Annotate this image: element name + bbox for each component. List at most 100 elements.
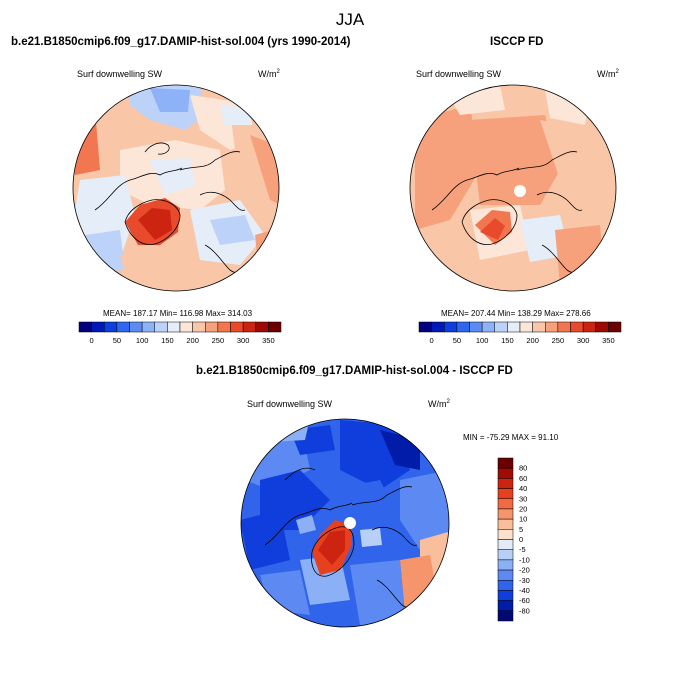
panel1-colorbar-swatch [217, 321, 231, 333]
figure-suptitle: JJA [335, 10, 365, 29]
panel1-colorbar-swatch [242, 321, 256, 333]
panel2-stats: MEAN= 207.44 Min= 138.29 Max= 278.66 [441, 309, 591, 318]
panel1-colorbar-swatch [268, 321, 282, 333]
panel3-colorbar-swatch [497, 457, 514, 469]
panel1-colorbar-swatch [255, 321, 269, 333]
panel3-colorbar-swatch [497, 590, 514, 601]
panel2-colorbar-tick-label: 250 [552, 336, 565, 345]
panel2-colorbar-swatch [557, 321, 571, 333]
panel3-colorbar-swatch [497, 610, 514, 622]
panel3-title: b.e21.B1850cmip6.f09_g17.DAMIP-hist-sol.… [196, 365, 513, 377]
panel1-colorbar-tick-label: 150 [161, 336, 174, 345]
panel3-units-exp: 2 [446, 399, 450, 405]
panel1-colorbar-swatch [91, 321, 105, 333]
panel2-colorbar: 0 50 100 150 200 250 300 350 [418, 321, 622, 345]
panel3-colorbar-tick-label: 10 [519, 515, 527, 524]
panel1-colorbar-tick-label: 0 [90, 336, 94, 345]
panel2-colorbar-swatch [582, 321, 596, 333]
panel2-colorbar-swatch [519, 321, 533, 333]
panel2-colorbar-swatch [545, 321, 559, 333]
panel2-colorbar-swatch [444, 321, 458, 333]
panel2-colorbar-swatch [507, 321, 521, 333]
panel1-colorbar-swatch [179, 321, 193, 333]
panel1-colorbar-tick-label: 200 [186, 336, 199, 345]
panel1-colorbar-swatch [154, 321, 168, 333]
panel3-colorbar-tick-label: -30 [519, 576, 530, 585]
panel3-colorbar-swatch [497, 467, 514, 479]
panel3-colorbar-tick-label: 40 [519, 484, 527, 493]
panel3-colorbar-swatch [497, 580, 514, 591]
panel3-colorbar-swatch [497, 549, 514, 561]
panel2-colorbar-swatch [431, 321, 445, 333]
panel3-colorbar-tick-label: 30 [519, 494, 527, 503]
panel2-map-border [409, 84, 617, 292]
panel3-map-border [240, 418, 450, 628]
panel3-colorbar-swatch [497, 488, 514, 499]
panel2-colorbar-tick-label: 350 [602, 336, 615, 345]
panel3-colorbar-tick-label: 0 [519, 535, 523, 544]
panel1-units: W/m2 [258, 69, 280, 79]
panel3-colorbar-tick-label: 20 [519, 504, 527, 513]
panel1-stats: MEAN= 187.17 Min= 116.98 Max= 314.03 [103, 309, 253, 318]
panel3-colorbar-swatch [497, 529, 514, 540]
panel1-units-exp: 2 [276, 69, 280, 75]
panel3-map [241, 419, 449, 627]
panel3-units: W/m2 [428, 399, 450, 409]
panel2-colorbar-tick-label: 300 [577, 336, 590, 345]
panel2-colorbar-swatch [418, 321, 432, 333]
panel3-colorbar-tick-label: -80 [519, 606, 530, 615]
panel1-colorbar-swatch [167, 321, 181, 333]
panel2-colorbar-swatch [570, 321, 584, 333]
panel2-colorbar-swatch [469, 321, 483, 333]
panel1-colorbar-tick-label: 100 [136, 336, 149, 345]
panel3-colorbar-tick-label: 80 [519, 464, 527, 473]
panel2-colorbar-tick-label: 100 [476, 336, 489, 345]
panel3-pole-hole [344, 517, 356, 529]
panel2-colorbar-tick-label: 0 [430, 336, 434, 345]
panel1-colorbar-swatch [192, 321, 206, 333]
panel2-colorbar-swatch [456, 321, 470, 333]
panel1-colorbar-swatch [129, 321, 143, 333]
panel1-colorbar-tick-label: 300 [237, 336, 250, 345]
panel2-pole-hole [514, 185, 526, 197]
panel1-colorbar-tick-label: 50 [113, 336, 121, 345]
panel3-units-base: W/m [428, 399, 447, 409]
panel3-colorbar-swatch [497, 498, 514, 510]
panel2-title: ISCCP FD [490, 36, 544, 48]
panel2-colorbar-tick-label: 200 [526, 336, 539, 345]
panel2-colorbar-tick-label: 50 [453, 336, 461, 345]
panel2-units-base: W/m [597, 69, 616, 79]
panel1-colorbar-tick-label: 250 [212, 336, 225, 345]
panel3-colorbar-tick-label: -10 [519, 555, 530, 564]
panel3-stats: MIN = -75.29 MAX = 91.10 [463, 433, 559, 442]
panel3-colorbar-swatch [497, 539, 514, 550]
panel2-colorbar-swatch [481, 321, 495, 333]
panel3-colorbar-swatch [497, 478, 514, 489]
panel3-colorbar-tick-label: -20 [519, 566, 530, 575]
panel1-colorbar-tick-label: 350 [262, 336, 275, 345]
panel3-colorbar-tick-label: -5 [519, 545, 526, 554]
panel1-colorbar-swatch [205, 321, 219, 333]
panel3-colorbar-tick-label: 5 [519, 525, 523, 534]
panel2-colorbar-swatch [608, 321, 622, 333]
panel2-units: W/m2 [597, 69, 619, 79]
panel3-colorbar-tick-label: 60 [519, 474, 527, 483]
panel3-colorbar-swatch [497, 518, 514, 530]
panel3-colorbar-tick-label: -40 [519, 586, 530, 595]
panel3-variable-label: Surf downwelling SW [247, 399, 333, 409]
panel3-colorbar-swatch [497, 569, 514, 581]
panel1-colorbar-swatch [78, 321, 92, 333]
panel2-variable-label: Surf downwelling SW [416, 69, 502, 79]
panel1-variable-label: Surf downwelling SW [77, 69, 163, 79]
panel1-colorbar: 0 50 100 150 200 250 300 350 [78, 321, 282, 345]
panel1-colorbar-swatch [230, 321, 244, 333]
panel1-colorbar-swatch [104, 321, 118, 333]
panel3-colorbar-swatch [497, 559, 514, 571]
panel1-colorbar-swatch [141, 321, 155, 333]
panel3-colorbar-tick-label: -60 [519, 596, 530, 605]
panel2-colorbar-tick-label: 150 [501, 336, 514, 345]
panel1-colorbar-swatch [116, 321, 130, 333]
panel1-map [73, 85, 279, 291]
